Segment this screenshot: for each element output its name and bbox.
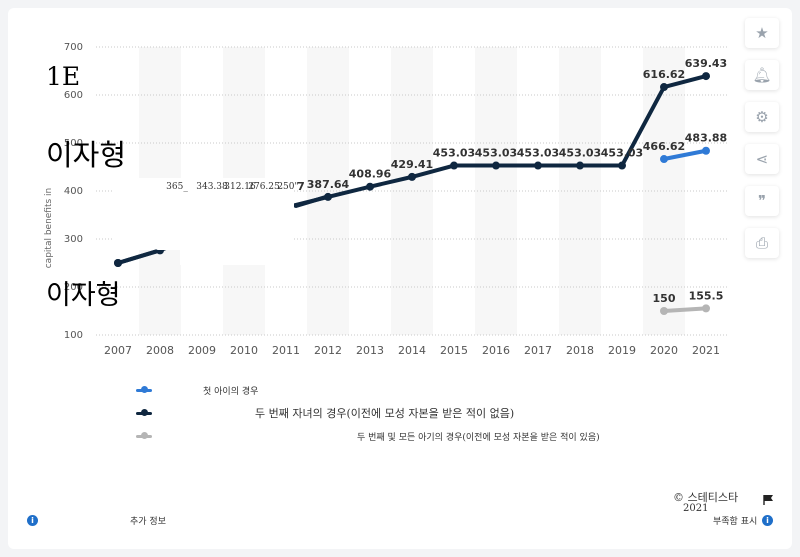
- data-label: 453.03: [475, 147, 517, 160]
- flag-icon[interactable]: [762, 491, 774, 505]
- data-point: [366, 182, 374, 191]
- garbled-label: 365_: [166, 182, 188, 192]
- x-tick-label: 2010: [230, 344, 258, 357]
- x-tick-label: 2013: [356, 344, 384, 357]
- series-line-stub: [294, 194, 328, 208]
- y-tick-label: 500: [64, 138, 83, 149]
- y-tick-label: 300: [64, 234, 83, 245]
- series-line-stub: [116, 249, 158, 265]
- data-label: 639.43: [685, 57, 727, 70]
- y-tick-label: 200: [64, 282, 83, 293]
- copyright-year: 2021: [683, 503, 709, 514]
- data-point: [408, 172, 416, 181]
- star-icon[interactable]: ★: [745, 18, 779, 48]
- legend-label-first-child[interactable]: 첫 아이의 경우: [203, 387, 259, 397]
- data-point: [114, 259, 122, 267]
- series-line: [662, 306, 708, 313]
- x-tick-label: 2016: [482, 344, 510, 357]
- show-source-link[interactable]: 부족함 표시: [713, 517, 758, 527]
- data-label: 453.03: [433, 147, 475, 160]
- y-tick-label: 100: [64, 330, 83, 341]
- copyright-text[interactable]: © 스테티스타: [673, 491, 739, 504]
- garbled-label: 7: [297, 180, 305, 193]
- data-label: 453.03: [559, 147, 601, 160]
- additional-info-link[interactable]: 추가 정보: [130, 517, 166, 527]
- data-point: [576, 161, 584, 170]
- y-tick-label: 700: [64, 42, 83, 53]
- quote-icon[interactable]: ❞: [745, 186, 779, 216]
- data-label: 387.64: [307, 178, 350, 191]
- x-tick-label: 2015: [440, 344, 468, 357]
- x-tick-label: 2009: [188, 344, 216, 357]
- data-point: [534, 161, 542, 170]
- overlay-box: [180, 250, 294, 265]
- overlay-text-1e: 1E: [46, 62, 81, 91]
- source-info-icon[interactable]: i: [762, 515, 773, 526]
- legend-label-second-child[interactable]: 두 번째 자녀의 경우(이전에 모성 자본을 받은 적이 없음): [255, 407, 515, 420]
- data-point: [660, 307, 668, 315]
- y-axis-label: capital benefits in: [44, 188, 54, 269]
- overlay-box: [113, 178, 294, 250]
- x-tick-label: 2020: [650, 344, 678, 357]
- data-label: 453.03: [517, 147, 559, 160]
- data-label: 483.88: [685, 132, 727, 145]
- legend-marker-subsequent-child[interactable]: [136, 432, 152, 440]
- data-point: [702, 72, 710, 81]
- data-point: [450, 161, 458, 170]
- print-icon[interactable]: ⎙: [745, 228, 779, 258]
- bell-icon[interactable]: 🔔︎: [745, 60, 779, 90]
- garbled-label: 276.25: [248, 182, 280, 192]
- x-tick-label: 2008: [146, 344, 174, 357]
- data-label: 155.5: [689, 289, 724, 302]
- x-tick-label: 2021: [692, 344, 720, 357]
- data-point: [492, 161, 500, 170]
- x-tick-label: 2018: [566, 344, 594, 357]
- legend-marker-first-child[interactable]: [136, 386, 152, 394]
- data-label: 616.62: [643, 68, 685, 81]
- data-point: [660, 83, 668, 92]
- data-point: [702, 146, 710, 155]
- garbled-label: 312.16: [224, 182, 256, 192]
- data-label: 429.41: [391, 158, 433, 171]
- legend-label-subsequent-child[interactable]: 두 번째 및 모든 아기의 경우(이전에 모성 자본을 받은 적이 있음): [357, 433, 600, 443]
- series-line: [662, 148, 708, 162]
- data-label: 150: [653, 292, 676, 305]
- x-tick-label: 2012: [314, 344, 342, 357]
- share-icon[interactable]: ⋖: [745, 144, 779, 174]
- y-tick-label: 400: [64, 186, 83, 197]
- x-tick-label: 2007: [104, 344, 132, 357]
- info-icon[interactable]: i: [27, 515, 38, 526]
- data-point: [618, 161, 626, 170]
- data-label: 408.96: [349, 168, 392, 181]
- side-toolbar: ★ 🔔︎ ⚙ ⋖ ❞ ⎙: [745, 18, 781, 270]
- garbled-label: 250": [277, 182, 298, 192]
- y-tick-label: 600: [64, 90, 83, 101]
- overlay-text-korean-1: 이자형: [46, 138, 127, 172]
- garbled-label: 343.38: [196, 182, 228, 192]
- data-point: [660, 155, 668, 164]
- data-label: 466.62: [643, 140, 685, 153]
- overlay-text-korean-2: 이자형: [46, 280, 121, 311]
- gear-icon[interactable]: ⚙: [745, 102, 779, 132]
- data-label: 453.03: [601, 147, 643, 160]
- x-tick-label: 2011: [272, 344, 300, 357]
- legend-marker-second-child[interactable]: [136, 409, 152, 417]
- x-tick-label: 2019: [608, 344, 636, 357]
- x-tick-label: 2014: [398, 344, 426, 357]
- x-tick-label: 2017: [524, 344, 552, 357]
- data-point: [702, 304, 710, 313]
